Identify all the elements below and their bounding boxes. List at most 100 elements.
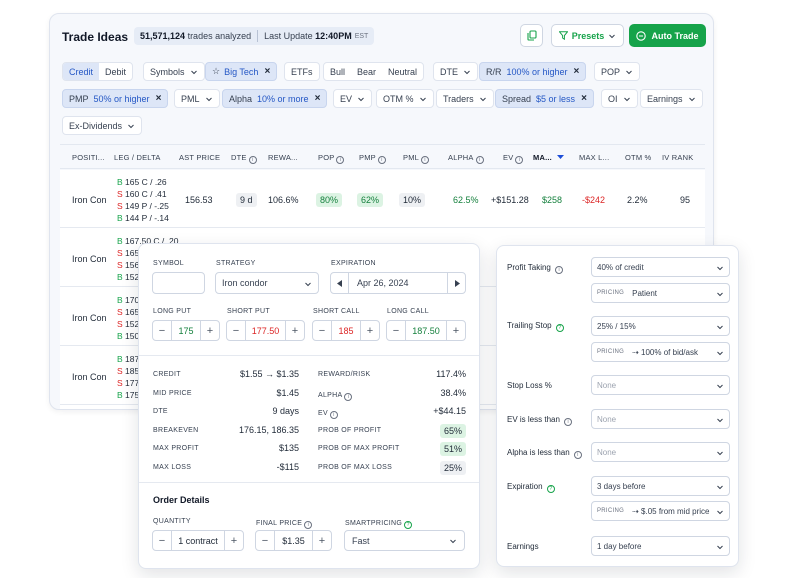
symbols-filter[interactable]: Symbols bbox=[143, 62, 205, 81]
bigtech-filter[interactable]: ☆ Big Tech × bbox=[205, 62, 278, 81]
stop-loss-select[interactable]: None bbox=[591, 375, 730, 395]
col-pop[interactable]: POP i bbox=[318, 153, 345, 164]
stats-pill: 51,571,124 trades analyzed Last Update 1… bbox=[134, 27, 375, 45]
decrement-button[interactable]: − bbox=[158, 324, 166, 337]
bear-toggle[interactable]: Bear bbox=[357, 66, 377, 77]
col-ast-price[interactable]: AST PRICE bbox=[179, 153, 221, 162]
remove-icon[interactable]: × bbox=[314, 93, 321, 104]
increment-button[interactable]: + bbox=[452, 324, 460, 337]
col-pml[interactable]: PML i bbox=[403, 153, 430, 164]
dte-filter[interactable]: DTE bbox=[433, 62, 478, 81]
presets-button[interactable]: Presets bbox=[551, 24, 624, 47]
col-alpha[interactable]: ALPHA i bbox=[448, 153, 484, 164]
short-call-value[interactable]: 185 bbox=[331, 321, 361, 340]
decrement-button[interactable]: − bbox=[392, 324, 400, 337]
strategy-select[interactable]: Iron condor bbox=[215, 272, 319, 294]
expiration-rule-select[interactable]: 3 days before bbox=[591, 476, 730, 496]
symbol-input[interactable] bbox=[152, 272, 205, 294]
col-ev[interactable]: EV i bbox=[503, 153, 524, 164]
stat-key: ALPHA i bbox=[318, 390, 353, 401]
debit-toggle[interactable]: Debit bbox=[105, 66, 127, 77]
decrement-button[interactable]: − bbox=[158, 534, 166, 547]
earnings-rule-select[interactable]: 1 day before bbox=[591, 536, 730, 556]
expiration-pricing-select[interactable]: PRICING ⇢ $.05 from mid price bbox=[591, 501, 730, 521]
next-date-button[interactable] bbox=[447, 273, 465, 293]
exdividends-filter[interactable]: Ex-Dividends bbox=[62, 116, 143, 135]
col-pmp[interactable]: PMP i bbox=[359, 153, 386, 164]
rr-filter[interactable]: R/R 100% or higher × bbox=[479, 62, 587, 81]
profit-pricing-select[interactable]: PRICING Patient bbox=[591, 283, 730, 303]
chevron-down-icon bbox=[479, 97, 486, 101]
pml-filter[interactable]: PML bbox=[174, 89, 220, 108]
col-dte[interactable]: DTE i bbox=[231, 153, 257, 164]
pop-filter[interactable]: POP bbox=[594, 62, 641, 81]
increment-button[interactable]: + bbox=[291, 324, 299, 337]
ev-less-select[interactable]: None bbox=[591, 409, 730, 429]
long-call-value[interactable]: 187.50 bbox=[405, 321, 447, 340]
smartpricing-select[interactable]: Fast bbox=[344, 530, 465, 551]
expiration-value[interactable]: Apr 26, 2024 bbox=[357, 278, 409, 288]
ev-filter[interactable]: EV bbox=[333, 89, 373, 108]
chevron-down-icon bbox=[717, 485, 723, 490]
col-reward[interactable]: REWA... bbox=[268, 153, 298, 162]
prev-date-button[interactable] bbox=[331, 273, 349, 293]
neutral-toggle[interactable]: Neutral bbox=[388, 66, 418, 77]
ev-less-text: EV is less than bbox=[507, 415, 560, 424]
stop-loss-label: Stop Loss % bbox=[507, 381, 552, 390]
decrement-button[interactable]: − bbox=[318, 324, 326, 337]
increment-button[interactable]: + bbox=[318, 534, 326, 547]
alpha-filter[interactable]: Alpha 10% or more × bbox=[222, 89, 328, 108]
stat-value: 65% bbox=[439, 424, 466, 438]
decrement-button[interactable]: − bbox=[232, 324, 240, 337]
chevron-down-icon bbox=[717, 266, 723, 271]
increment-button[interactable]: + bbox=[230, 534, 238, 547]
trailing-stop-select[interactable]: 25% / 15% bbox=[591, 316, 730, 336]
remove-icon[interactable]: × bbox=[581, 93, 587, 104]
copy-button[interactable] bbox=[520, 24, 543, 47]
short-put-value[interactable]: 177.50 bbox=[245, 321, 286, 340]
pmp-label: PMP bbox=[69, 93, 89, 104]
col-max-loss[interactable]: MAX L... bbox=[579, 153, 610, 162]
remove-icon[interactable]: × bbox=[155, 93, 162, 104]
table-row[interactable]: Iron Con B 165 C / .26 S 160 C / .41 S 1… bbox=[60, 170, 705, 228]
profit-taking-text: Profit Taking bbox=[507, 263, 551, 272]
leg-text: 165 bbox=[125, 248, 140, 258]
increment-button[interactable]: + bbox=[206, 324, 214, 337]
col-leg-delta[interactable]: LEG / DELTA bbox=[114, 153, 161, 162]
sell-marker: S bbox=[117, 248, 123, 258]
final-price-value[interactable]: $1.35 bbox=[274, 531, 313, 550]
trailing-pricing-select[interactable]: PRICING ⇢ 100% of bid/ask bbox=[591, 342, 730, 362]
pmp-filter[interactable]: PMP 50% or higher × bbox=[62, 89, 169, 108]
chevron-down-icon bbox=[688, 97, 695, 101]
legs-cell: B 170 S 165 S 152 B 150 bbox=[117, 294, 139, 342]
earnings-filter[interactable]: Earnings bbox=[640, 89, 703, 108]
pml-cell: 10% bbox=[399, 193, 426, 207]
stat-value: 176.15, 186.35 bbox=[238, 425, 299, 435]
quantity-value[interactable]: 1 contract bbox=[171, 531, 225, 550]
decrement-button[interactable]: − bbox=[261, 534, 269, 547]
chevron-down-icon bbox=[717, 451, 723, 456]
col-max-profit[interactable]: MA... bbox=[533, 153, 564, 162]
auto-trade-button[interactable]: Auto Trade bbox=[629, 24, 706, 47]
remove-icon[interactable]: × bbox=[264, 66, 271, 77]
alpha-less-select[interactable]: None bbox=[591, 442, 730, 462]
alpha-less-text: Alpha is less than bbox=[507, 448, 570, 457]
col-iv-rank[interactable]: IV RANK bbox=[662, 153, 694, 162]
col-otm[interactable]: OTM % bbox=[625, 153, 652, 162]
oi-filter[interactable]: OI bbox=[601, 89, 638, 108]
profit-taking-select[interactable]: 40% of credit bbox=[591, 257, 730, 277]
ev-cell: +$151.28 bbox=[491, 195, 529, 205]
expiration-rule-label: Expiration ? bbox=[507, 482, 555, 493]
traders-filter[interactable]: Traders bbox=[436, 89, 494, 108]
credit-toggle[interactable]: Credit bbox=[63, 63, 100, 80]
spread-filter[interactable]: Spread $5 or less × bbox=[495, 89, 594, 108]
stat-key: MID PRICE bbox=[153, 390, 192, 397]
bull-toggle[interactable]: Bull bbox=[330, 66, 346, 77]
col-dte-label: DTE bbox=[231, 153, 247, 162]
increment-button[interactable]: + bbox=[366, 324, 374, 337]
etfs-filter[interactable]: ETFs bbox=[284, 62, 320, 81]
col-position[interactable]: POSITI... bbox=[72, 153, 105, 162]
long-put-value[interactable]: 175 bbox=[171, 321, 201, 340]
remove-icon[interactable]: × bbox=[573, 66, 580, 77]
otm-filter[interactable]: OTM % bbox=[376, 89, 434, 108]
